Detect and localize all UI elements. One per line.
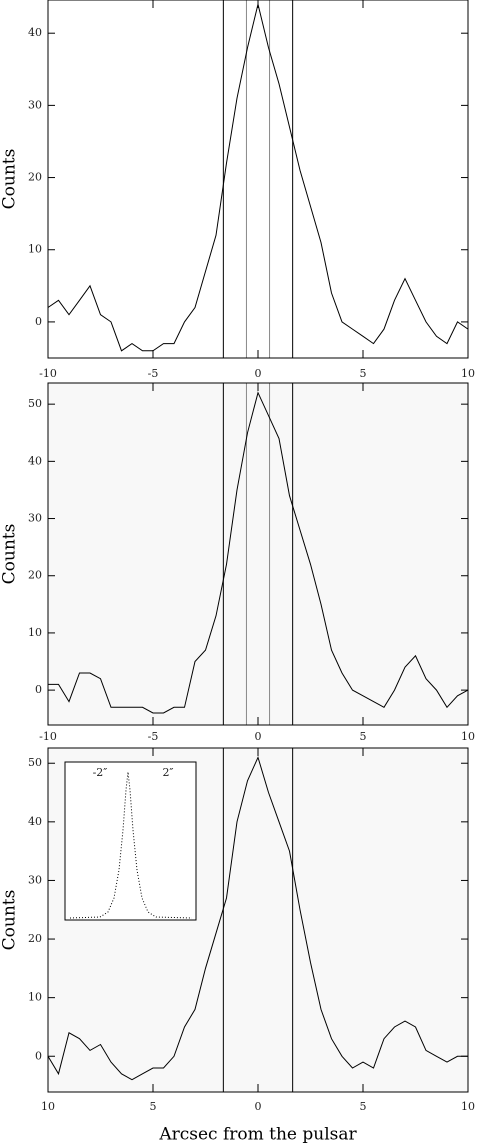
profile-line (48, 391, 469, 714)
y-tick-label: 30 (28, 98, 42, 111)
y-tick-label: 0 (35, 683, 42, 696)
plot-background (48, 383, 468, 725)
y-tick-label: 20 (28, 171, 42, 184)
y-tick-label: 30 (28, 873, 42, 886)
psf-curve (69, 771, 193, 919)
y-tick-label: 50 (28, 397, 42, 410)
y-tick-label: 10 (28, 626, 42, 639)
y-tick-label: 40 (28, 454, 42, 467)
inset: -2″ 2″ (64, 761, 197, 921)
x-tick-label: -5 (148, 730, 159, 743)
inset-label: -2″ (93, 766, 108, 779)
y-tick-label: 20 (28, 932, 42, 945)
x-tick-label: 5 (360, 730, 367, 743)
profile-line (47, 755, 468, 1081)
y-tick-label: 50 (28, 756, 42, 769)
x-tick-label: -10 (39, 730, 57, 743)
x-tick-label: 10 (461, 1100, 475, 1113)
y-tick-label: 0 (35, 1049, 42, 1062)
x-tick-label: 5 (150, 1100, 157, 1113)
inset-label: 2″ (162, 766, 173, 779)
y-tick-label: 40 (28, 26, 42, 39)
y-tick-label: 30 (28, 512, 42, 525)
x-tick-label: 10 (41, 1100, 55, 1113)
x-tick-label: 10 (461, 367, 475, 380)
x-tick-label: -10 (39, 367, 57, 380)
plot-background (48, 0, 468, 358)
x-tick-label: 5 (360, 1100, 367, 1113)
y-axis-label: Counts (0, 890, 20, 951)
x-tick-label: 10 (461, 730, 475, 743)
y-tick-label: 10 (28, 991, 42, 1004)
y-axis-label: Counts (0, 149, 20, 210)
x-tick-label: 5 (360, 367, 367, 380)
x-tick-label: -5 (148, 367, 159, 380)
y-tick-label: 20 (28, 569, 42, 582)
y-tick-label: 0 (35, 315, 42, 328)
y-axis-label: Counts (0, 524, 20, 585)
y-tick-label: 10 (28, 243, 42, 256)
x-axis-label: Arcsec from the pulsar (158, 1125, 357, 1145)
inset-frame (64, 761, 197, 921)
x-tick-label: 0 (255, 1100, 262, 1113)
x-tick-label: 0 (255, 367, 262, 380)
y-tick-label: 40 (28, 815, 42, 828)
x-tick-label: 0 (255, 730, 262, 743)
